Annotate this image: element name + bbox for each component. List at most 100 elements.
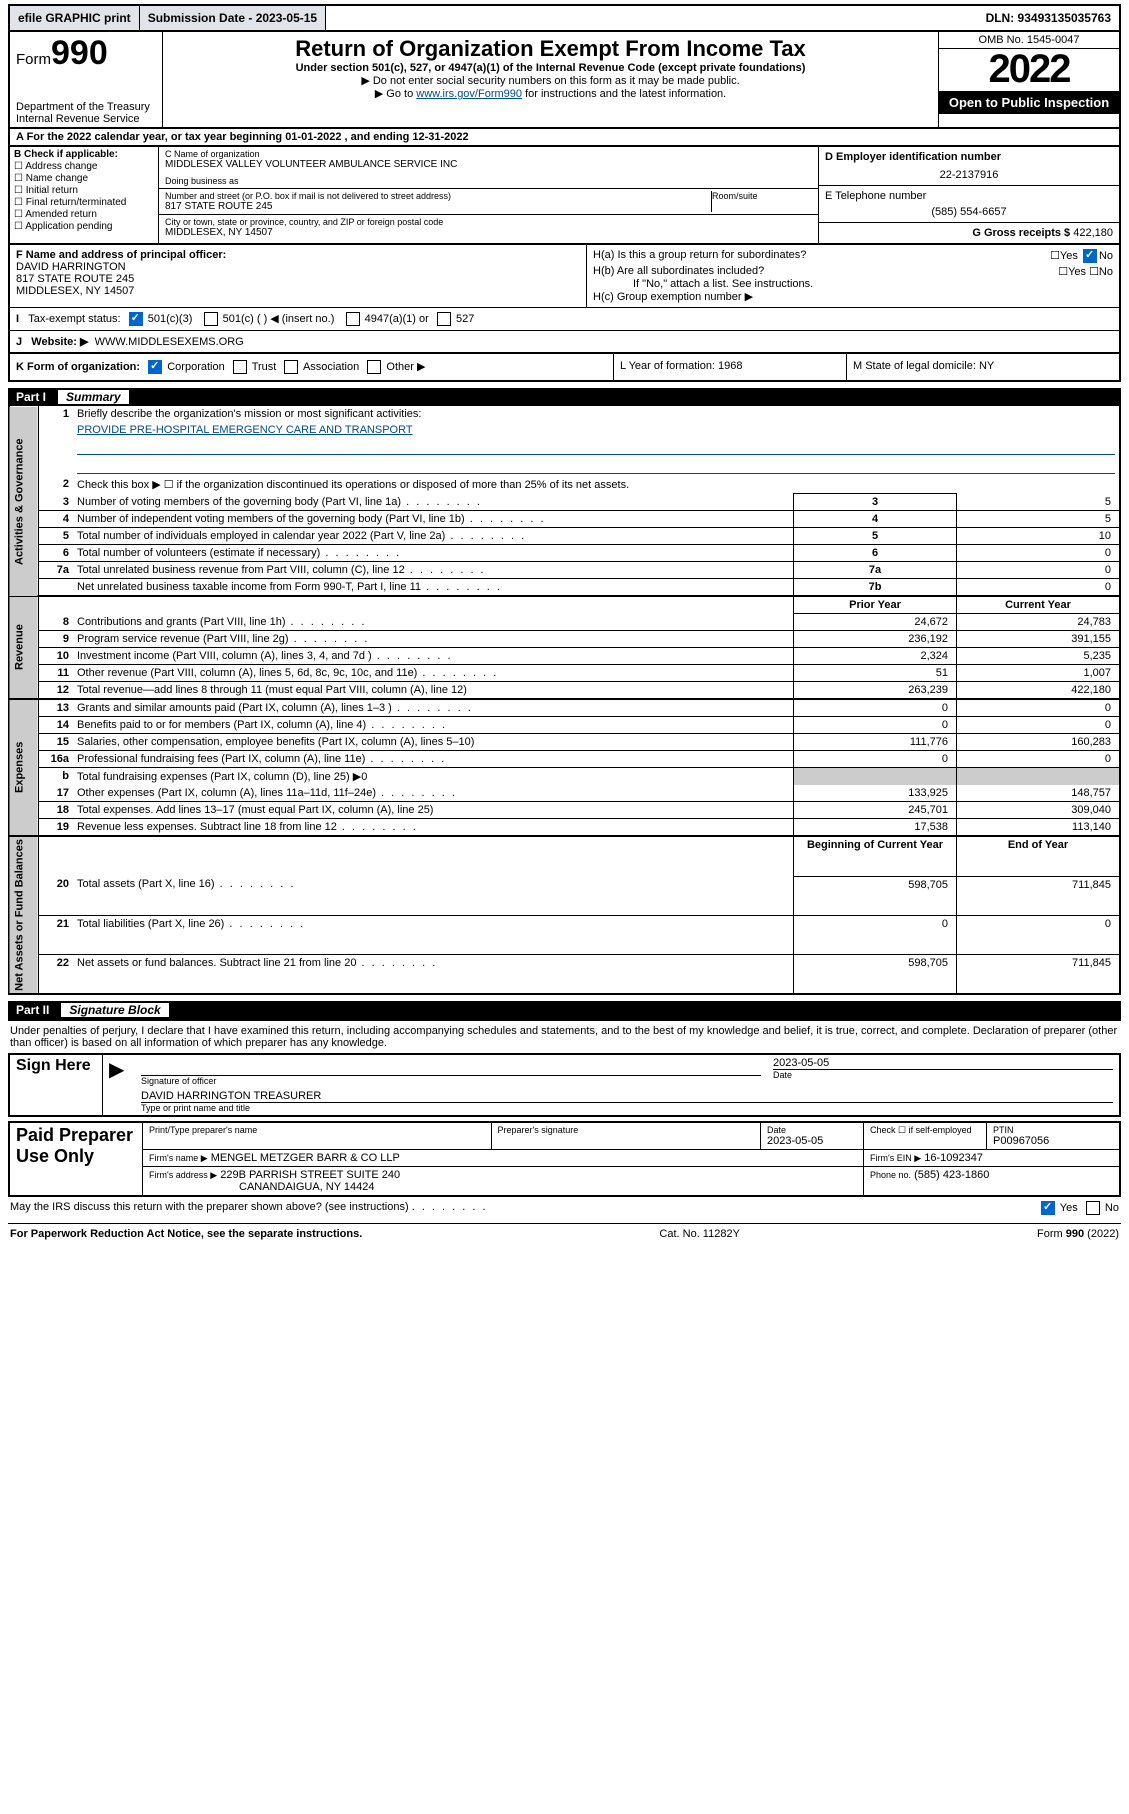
- irs-no-check[interactable]: [1086, 1201, 1100, 1215]
- firm-phone-label: Phone no.: [870, 1170, 911, 1180]
- i-501c3: 501(c)(3): [148, 313, 193, 325]
- line-val: 10: [957, 528, 1121, 545]
- k-label: K Form of organization:: [16, 361, 140, 373]
- check-final-return[interactable]: ☐ Final return/terminated: [14, 197, 154, 208]
- check-name-change[interactable]: ☐ Name change: [14, 173, 154, 184]
- tab-expenses: Expenses: [9, 699, 39, 836]
- irs-yes-check[interactable]: [1041, 1201, 1055, 1215]
- prep-name-label: Print/Type preparer's name: [149, 1125, 485, 1135]
- irs-link[interactable]: www.irs.gov/Form990: [416, 88, 522, 100]
- val-curr: 0: [957, 751, 1121, 768]
- form-subtitle-1: Under section 501(c), 527, or 4947(a)(1)…: [171, 62, 930, 74]
- check-trust[interactable]: [233, 360, 247, 374]
- val-eoy: 711,845: [957, 954, 1121, 994]
- val-prior: 111,776: [794, 734, 957, 751]
- line-desc: Net assets or fund balances. Subtract li…: [73, 954, 794, 994]
- check-4947[interactable]: [346, 312, 360, 326]
- line-desc: Total number of volunteers (estimate if …: [73, 545, 794, 562]
- line-num: 5: [39, 528, 74, 545]
- line-box: 3: [794, 494, 957, 511]
- line-desc: Total number of individuals employed in …: [73, 528, 794, 545]
- i-label: Tax-exempt status:: [28, 313, 120, 325]
- line-num: 9: [39, 631, 74, 648]
- line-num: 20: [39, 876, 74, 915]
- line-num: 18: [39, 802, 74, 819]
- check-other[interactable]: [367, 360, 381, 374]
- line-desc: Number of voting members of the governin…: [73, 494, 794, 511]
- self-employed-check[interactable]: Check ☐ if self-employed: [870, 1125, 980, 1136]
- line-desc: Professional fundraising fees (Part IX, …: [73, 751, 794, 768]
- c-label: C Name of organization: [165, 149, 812, 159]
- efile-print-button[interactable]: efile GRAPHIC print: [10, 6, 140, 30]
- paid-preparer-table: Paid Preparer Use Only Print/Type prepar…: [8, 1121, 1121, 1197]
- part1-num: Part I: [16, 390, 58, 404]
- website-url[interactable]: WWW.MIDDLESEXEMS.ORG: [95, 336, 244, 348]
- org-address: 817 STATE ROUTE 245: [165, 201, 711, 212]
- firm-addr2: CANANDAIGUA, NY 14424: [239, 1181, 375, 1193]
- part2-title: Signature Block: [61, 1003, 168, 1017]
- check-initial-return[interactable]: ☐ Initial return: [14, 185, 154, 196]
- part1-title: Summary: [58, 390, 129, 404]
- mission-text: PROVIDE PRE-HOSPITAL EMERGENCY CARE AND …: [77, 424, 413, 436]
- summary-table: Activities & Governance 1 Briefly descri…: [8, 406, 1121, 995]
- form-subtitle-2: ▶ Do not enter social security numbers o…: [171, 74, 930, 87]
- sign-here-table: Sign Here ▶ Signature of officer 2023-05…: [8, 1053, 1121, 1117]
- line-box: 7b: [794, 579, 957, 597]
- val-eoy: 711,845: [957, 876, 1121, 915]
- line-desc: Other expenses (Part IX, column (A), lin…: [73, 785, 794, 802]
- form-title: Return of Organization Exempt From Incom…: [171, 36, 930, 62]
- mission-line: [77, 459, 1115, 474]
- hb-yes-no: ☐Yes ☐No: [1058, 265, 1113, 278]
- check-corp[interactable]: [148, 360, 162, 374]
- line-num: 13: [39, 699, 74, 717]
- irs-discuss-label: May the IRS discuss this return with the…: [10, 1201, 409, 1213]
- tax-year: 2022: [939, 49, 1119, 91]
- dln-label: DLN: 93493135035763: [978, 6, 1119, 30]
- top-toolbar: efile GRAPHIC print Submission Date - 20…: [8, 4, 1121, 32]
- check-assoc[interactable]: [284, 360, 298, 374]
- line-desc: Number of independent voting members of …: [73, 511, 794, 528]
- city-label: City or town, state or province, country…: [165, 217, 812, 227]
- footer-left: For Paperwork Reduction Act Notice, see …: [10, 1228, 362, 1240]
- hdr-eoy: End of Year: [957, 836, 1121, 876]
- ha-no-check[interactable]: [1083, 249, 1097, 263]
- line-num: b: [39, 768, 74, 786]
- val-prior: 0: [794, 717, 957, 734]
- firm-ein-label: Firm's EIN ▶: [870, 1153, 921, 1163]
- firm-ein: 16-1092347: [924, 1152, 983, 1164]
- ein: 22-2137916: [825, 169, 1113, 181]
- org-name: MIDDLESEX VALLEY VOLUNTEER AMBULANCE SER…: [165, 159, 812, 170]
- goto-post: for instructions and the latest informat…: [522, 88, 726, 100]
- f-label: F Name and address of principal officer:: [16, 249, 226, 261]
- line-desc: Total fundraising expenses (Part IX, col…: [73, 768, 794, 786]
- ha-yes-no: ☐Yes No: [1050, 249, 1113, 263]
- line-val: 5: [957, 494, 1121, 511]
- check-501c[interactable]: [204, 312, 218, 326]
- hdr-boy: Beginning of Current Year: [794, 836, 957, 876]
- val-curr: 24,783: [957, 614, 1121, 631]
- firm-addr1: 229B PARRISH STREET SUITE 240: [220, 1169, 400, 1181]
- line-num: 10: [39, 648, 74, 665]
- j-label: Website: ▶: [31, 336, 88, 348]
- line-num: 12: [39, 682, 74, 700]
- check-amended[interactable]: ☐ Amended return: [14, 209, 154, 220]
- form-id-block: Form990 Department of the Treasury Inter…: [10, 32, 163, 127]
- check-501c3[interactable]: [129, 312, 143, 326]
- check-application-pending[interactable]: ☐ Application pending: [14, 221, 154, 232]
- line-box: 6: [794, 545, 957, 562]
- part2-num: Part II: [16, 1003, 61, 1017]
- line-num: 7a: [39, 562, 74, 579]
- line-num: 19: [39, 819, 74, 837]
- prep-date-label: Date: [767, 1125, 857, 1135]
- check-if-applicable: B Check if applicable: ☐ Address change …: [10, 147, 159, 243]
- check-527[interactable]: [437, 312, 451, 326]
- val-shaded: [957, 768, 1121, 786]
- line-desc: Total unrelated business revenue from Pa…: [73, 562, 794, 579]
- line-val: 5: [957, 511, 1121, 528]
- line-desc: Total liabilities (Part X, line 26): [73, 915, 794, 954]
- i-501c: 501(c) ( ) ◀ (insert no.): [223, 313, 335, 325]
- form-subtitle-3: ▶ Go to www.irs.gov/Form990 for instruct…: [171, 87, 930, 100]
- gross-receipts: 422,180: [1073, 227, 1113, 239]
- check-address-change[interactable]: ☐ Address change: [14, 161, 154, 172]
- sign-date: 2023-05-05: [773, 1057, 1113, 1069]
